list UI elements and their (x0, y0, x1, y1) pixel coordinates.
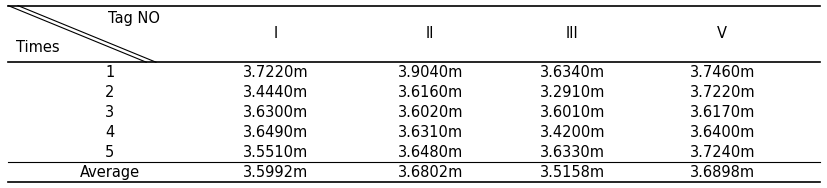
Text: 3.2910m: 3.2910m (539, 85, 605, 100)
Text: 3.4440m: 3.4440m (243, 85, 308, 100)
Text: 3.6400m: 3.6400m (689, 125, 754, 140)
Text: Tag NO: Tag NO (108, 11, 160, 26)
Text: Average: Average (79, 165, 140, 180)
Text: 3.6480m: 3.6480m (397, 145, 462, 160)
Text: 3.6802m: 3.6802m (397, 165, 462, 180)
Text: 3.6010m: 3.6010m (539, 105, 605, 120)
Text: 3.6330m: 3.6330m (539, 145, 604, 160)
Text: 3.6300m: 3.6300m (243, 105, 308, 120)
Text: 4: 4 (105, 125, 114, 140)
Text: V: V (716, 27, 726, 41)
Text: 3.5510m: 3.5510m (243, 145, 308, 160)
Text: II: II (425, 27, 434, 41)
Text: 3.7220m: 3.7220m (689, 85, 754, 100)
Text: 3.4200m: 3.4200m (539, 125, 605, 140)
Text: Times: Times (17, 40, 60, 55)
Text: 3.6160m: 3.6160m (397, 85, 462, 100)
Text: 3.7220m: 3.7220m (243, 65, 308, 80)
Text: 3.6490m: 3.6490m (243, 125, 308, 140)
Text: 3.6898m: 3.6898m (689, 165, 754, 180)
Text: III: III (565, 27, 578, 41)
Text: 3.6310m: 3.6310m (397, 125, 462, 140)
Text: 3.9040m: 3.9040m (397, 65, 462, 80)
Text: 2: 2 (105, 85, 114, 100)
Text: 1: 1 (105, 65, 114, 80)
Text: 3.6170m: 3.6170m (689, 105, 754, 120)
Text: 5: 5 (105, 145, 114, 160)
Text: 3.5992m: 3.5992m (243, 165, 308, 180)
Text: 3.5158m: 3.5158m (539, 165, 604, 180)
Text: 3.7240m: 3.7240m (689, 145, 754, 160)
Text: 3.6340m: 3.6340m (539, 65, 604, 80)
Text: 3.6020m: 3.6020m (397, 105, 462, 120)
Text: I: I (274, 27, 278, 41)
Text: 3: 3 (105, 105, 114, 120)
Text: 3.7460m: 3.7460m (689, 65, 754, 80)
